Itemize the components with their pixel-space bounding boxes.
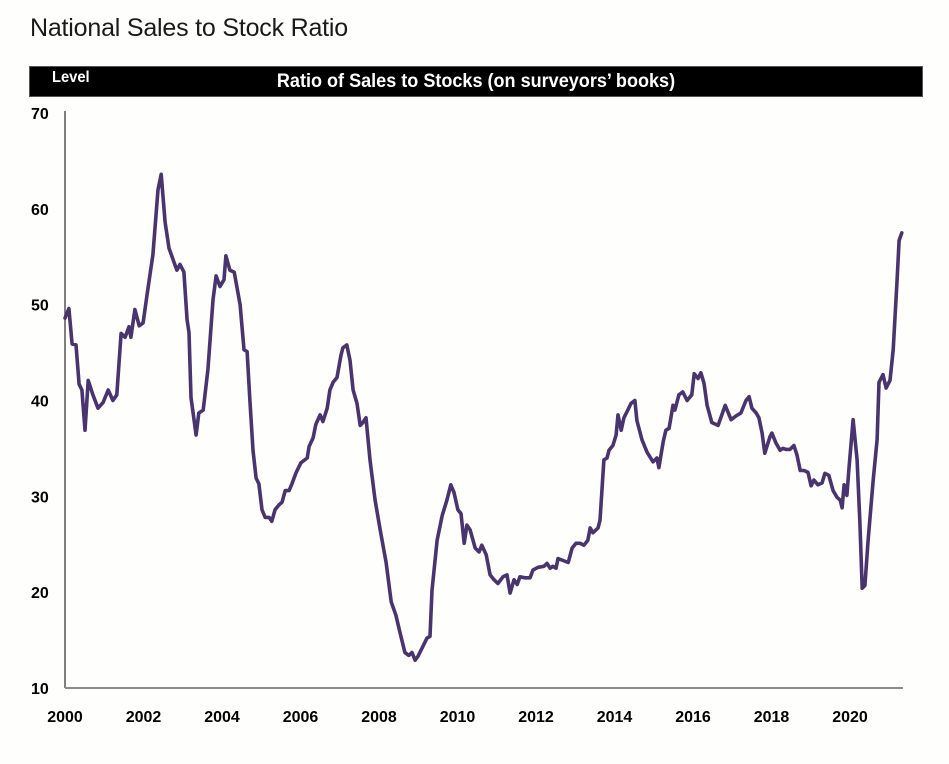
y-tick-label: 30 (31, 489, 49, 506)
series-line-sales-to-stock-ratio (63, 172, 904, 663)
x-tick-label: 2008 (361, 709, 397, 726)
y-axis-unit-label: Level (52, 69, 90, 86)
x-tick-label: 2004 (204, 709, 240, 726)
chart-header-bar: Level Ratio of Sales to Stocks (on surve… (29, 66, 923, 97)
x-axis-tick-labels: 2000 2002 2004 2006 2008 2010 2012 2014 2016 2018… (47, 709, 868, 726)
series-points (65, 174, 902, 660)
x-tick-label: 2012 (518, 709, 554, 726)
x-tick-label: 2014 (597, 709, 633, 726)
y-tick-label: 60 (31, 202, 49, 219)
y-tick-label: 20 (31, 585, 49, 602)
y-tick-label: 10 (31, 681, 49, 698)
x-tick-label: 2010 (440, 709, 476, 726)
x-tick-label: 2000 (47, 709, 83, 726)
x-tick-label: 2020 (832, 709, 868, 726)
y-tick-label: 50 (31, 298, 49, 315)
chart-title: Ratio of Sales to Stocks (on surveyors’ … (276, 71, 676, 92)
page-title: National Sales to Stock Ratio (30, 14, 348, 42)
y-axis-tick-labels: 10 20 30 40 50 60 70 (31, 106, 49, 698)
x-tick-label: 2006 (283, 709, 319, 726)
x-tick-label: 2018 (754, 709, 790, 726)
y-tick-label: 40 (31, 394, 49, 411)
y-tick-label: 70 (31, 106, 49, 123)
x-tick-label: 2016 (675, 709, 711, 726)
x-tick-label: 2002 (126, 709, 162, 726)
